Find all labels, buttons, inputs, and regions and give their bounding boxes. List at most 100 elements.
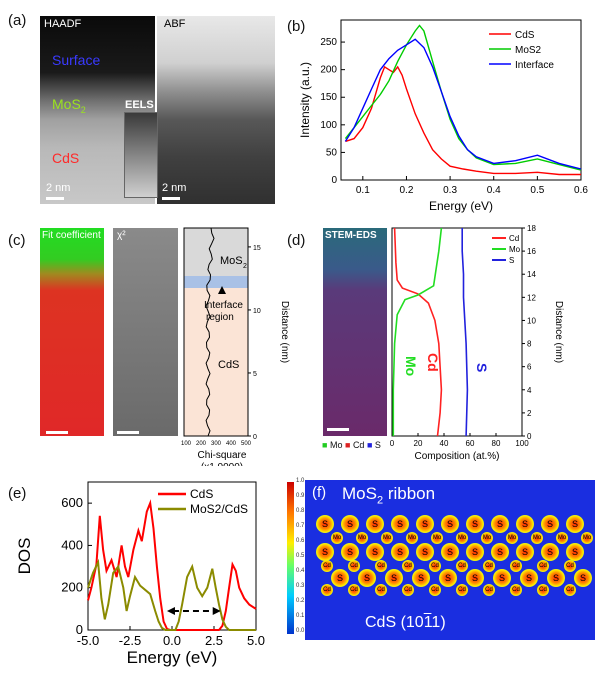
sulfur-atom: S	[391, 543, 409, 561]
colorbar-tick-label: 0.9	[296, 493, 305, 499]
colorbar-tick-label: 0.8	[296, 508, 305, 514]
sulfur-atom: S	[366, 543, 384, 561]
x-tick-label: 0	[390, 439, 395, 448]
cadmium-atom: Cd	[321, 584, 333, 596]
fit-coefficient-title: Fit coefficient	[42, 230, 101, 241]
sulfur-atom: S	[541, 515, 559, 533]
legend-label: CdS	[515, 30, 535, 41]
cadmium-atom: Cd	[456, 584, 468, 596]
interface-label: Interface	[204, 300, 243, 311]
sulfur-atom: S	[520, 569, 538, 587]
molybdenum-atom: Mo	[431, 532, 443, 544]
inline-s-label: S	[474, 363, 490, 372]
sulfur-atom: S	[341, 515, 359, 533]
molybdenum-atom: Mo	[506, 532, 518, 544]
cadmium-atom: Cd	[321, 560, 333, 572]
y-tick-label: 50	[326, 147, 338, 158]
cadmium-atom: Cd	[537, 584, 549, 596]
interface-arrow	[218, 286, 226, 294]
cadmium-atom: Cd	[402, 560, 414, 572]
cadmium-atom: Cd	[348, 560, 360, 572]
scale-bar-left	[46, 197, 64, 200]
x-tick-label: 0.1	[356, 185, 370, 196]
cds-label: CdS	[52, 150, 80, 166]
series-line-s	[461, 228, 469, 437]
scale-bar-right	[162, 197, 180, 200]
molybdenum-atom: Mo	[406, 532, 418, 544]
map-legend-cd: ■ Cd	[344, 440, 365, 450]
y-tick-label: 12	[527, 293, 536, 302]
y-tick-label: 0	[527, 432, 532, 441]
colorbar-tick-label: 0.6	[296, 538, 305, 544]
legend-label: Interface	[515, 60, 554, 71]
cadmium-atom: Cd	[510, 584, 522, 596]
x-tick-label: 0.5	[530, 185, 544, 196]
y-tick-label: 5	[253, 371, 257, 378]
sulfur-atom: S	[566, 515, 584, 533]
eels-label: EELS	[125, 99, 154, 111]
stem-eds-map	[323, 228, 387, 436]
inline-cd-label: Cd	[425, 353, 441, 372]
mos2-sub: 2	[243, 263, 247, 270]
y-tick-label: 400	[61, 537, 83, 552]
legend-label: MoS2	[515, 45, 542, 56]
charge-density-map: S S S S S S S S S S S Mo Mo Mo Mo Mo Mo Mo Mo Mo Mo Mo S S S S S S S…	[305, 480, 595, 640]
sulfur-atom: S	[491, 515, 509, 533]
sulfur-atom: S	[491, 543, 509, 561]
series-line-mos2-cds	[87, 558, 256, 631]
x-tick-label: 0.3	[443, 185, 457, 196]
molybdenum-atom: Mo	[481, 532, 493, 544]
molybdenum-atom: Mo	[331, 532, 343, 544]
y-axis-label: DOS	[15, 538, 34, 575]
interface-band	[184, 276, 248, 288]
series-line-cds	[87, 499, 257, 631]
legend-label: MoS2/CdS	[190, 502, 248, 516]
x-tick-label: 2.5	[205, 633, 223, 648]
band-gap-arrow-left	[166, 606, 175, 615]
x-axis-label: Energy (eV)	[429, 199, 493, 213]
colorbar-tick-label: 0.1	[296, 613, 305, 619]
colorbar-tick-label: 0.2	[296, 598, 305, 604]
sulfur-atom: S	[466, 543, 484, 561]
cadmium-atom: Cd	[375, 584, 387, 596]
fit-coefficient-map	[40, 228, 104, 436]
y-tick-label: 200	[320, 65, 337, 76]
y-tick-label: 16	[527, 247, 536, 256]
abf-image	[157, 16, 275, 204]
x-axis-label: Energy (eV)	[127, 648, 218, 667]
sulfur-atom: S	[331, 569, 349, 587]
sulfur-atom: S	[466, 569, 484, 587]
sulfur-atom: S	[358, 569, 376, 587]
series-line-mos2	[344, 24, 582, 171]
legend-label: S	[509, 256, 514, 265]
y-tick-label: 15	[253, 245, 261, 252]
cadmium-atom: Cd	[456, 560, 468, 572]
y-tick-label: 10	[253, 308, 261, 315]
x-tick-label: 100	[515, 439, 529, 448]
series-line-mo	[392, 227, 443, 436]
y-tick-label: 200	[61, 580, 83, 595]
x-axis-label-2: (x1,0000)	[201, 462, 243, 466]
sulfur-atom: S	[366, 515, 384, 533]
panel-a-label: (a)	[8, 12, 27, 29]
legend-label: Cd	[509, 234, 519, 243]
sulfur-atom: S	[316, 515, 334, 533]
x-tick-label: 300	[211, 441, 222, 447]
sulfur-atom: S	[416, 543, 434, 561]
x-tick-label: 500	[241, 441, 252, 447]
cadmium-atom: Cd	[564, 584, 576, 596]
x-axis-label: Chi-square	[198, 450, 247, 461]
surface-label: Surface	[52, 52, 101, 68]
x-tick-label: 400	[226, 441, 237, 447]
x-tick-label: 80	[492, 439, 501, 448]
sulfur-atom: S	[466, 515, 484, 533]
cadmium-atom: Cd	[429, 560, 441, 572]
mos2-label: MoS2	[52, 96, 86, 115]
haadf-title: HAADF	[44, 18, 82, 30]
panel-c-label: (c)	[8, 232, 26, 249]
inline-mo-label: Mo	[403, 356, 419, 376]
molybdenum-atom: Mo	[456, 532, 468, 544]
plot-frame	[183, 227, 249, 437]
y-tick-label: 600	[61, 495, 83, 510]
